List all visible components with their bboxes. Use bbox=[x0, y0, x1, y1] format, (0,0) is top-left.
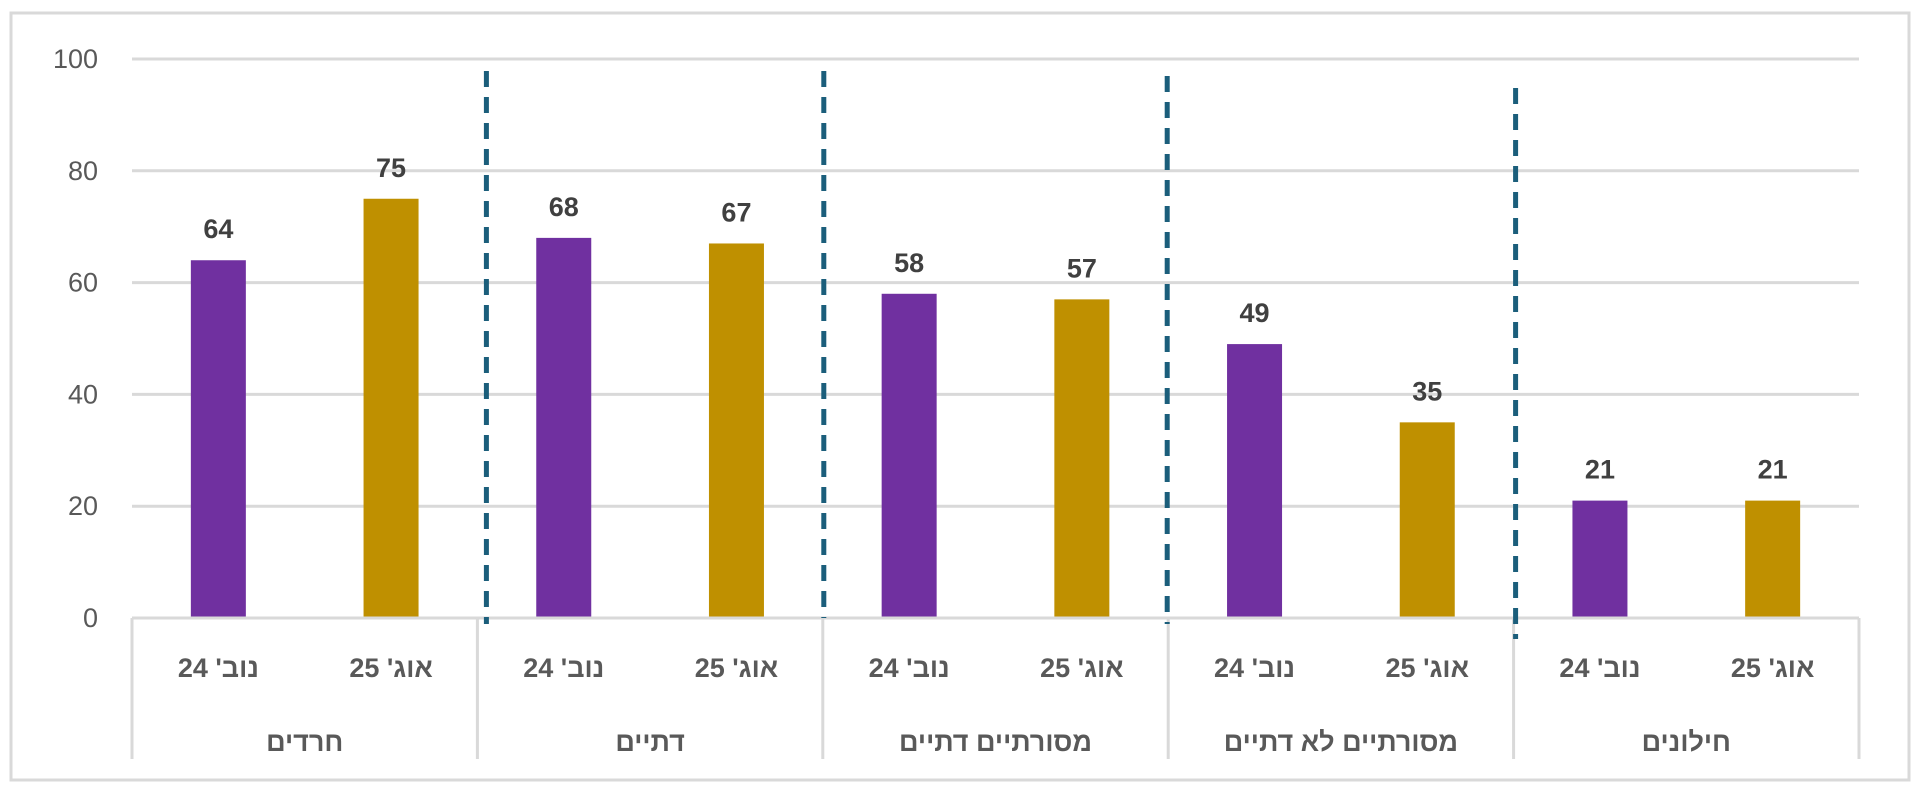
y-tick-label: 100 bbox=[53, 44, 98, 74]
x-group-label: מסורתיים לא דתיים bbox=[1224, 727, 1458, 757]
bar-nov24 bbox=[1572, 500, 1628, 618]
x-category-label: נוב' 24 bbox=[178, 653, 259, 683]
x-group-label: דתיים bbox=[615, 727, 685, 757]
data-label: 57 bbox=[1067, 253, 1097, 283]
x-category-label: נוב' 24 bbox=[869, 653, 950, 683]
bar-aug25 bbox=[1054, 299, 1110, 618]
x-category-label: נוב' 24 bbox=[1559, 653, 1640, 683]
data-label: 49 bbox=[1240, 298, 1270, 328]
chart-border bbox=[9, 11, 1911, 782]
x-category-label: נוב' 24 bbox=[1214, 653, 1295, 683]
x-category-label: אוג' 25 bbox=[1386, 653, 1469, 683]
x-group-label: חילונים bbox=[1642, 727, 1731, 757]
x-group-label: מסורתיים דתיים bbox=[899, 727, 1092, 757]
bar-nov24 bbox=[1227, 344, 1283, 618]
bar-aug25 bbox=[1745, 500, 1801, 618]
data-label: 21 bbox=[1585, 455, 1615, 485]
data-label: 64 bbox=[203, 214, 233, 244]
y-tick-label: 40 bbox=[68, 379, 98, 409]
bar-nov24 bbox=[536, 237, 592, 618]
y-tick-label: 0 bbox=[83, 603, 98, 633]
x-category-label: אוג' 25 bbox=[349, 653, 432, 683]
data-label: 67 bbox=[721, 197, 751, 227]
bar-aug25 bbox=[708, 243, 764, 618]
y-tick-label: 20 bbox=[68, 491, 98, 521]
data-label: 58 bbox=[894, 248, 924, 278]
bar-aug25 bbox=[1399, 422, 1455, 618]
y-tick-label: 80 bbox=[68, 156, 98, 186]
x-category-label: אוג' 25 bbox=[1040, 653, 1123, 683]
bar-nov24 bbox=[190, 260, 246, 618]
data-label: 35 bbox=[1412, 376, 1442, 406]
x-category-label: אוג' 25 bbox=[695, 653, 778, 683]
data-label: 68 bbox=[549, 192, 579, 222]
bar-aug25 bbox=[363, 198, 419, 618]
y-tick-label: 60 bbox=[68, 268, 98, 298]
data-label: 21 bbox=[1758, 455, 1788, 485]
x-category-label: נוב' 24 bbox=[523, 653, 604, 683]
x-group-label: חרדים bbox=[266, 727, 343, 757]
x-category-label: אוג' 25 bbox=[1731, 653, 1814, 683]
data-label: 75 bbox=[376, 153, 406, 183]
bar-nov24 bbox=[881, 293, 937, 618]
